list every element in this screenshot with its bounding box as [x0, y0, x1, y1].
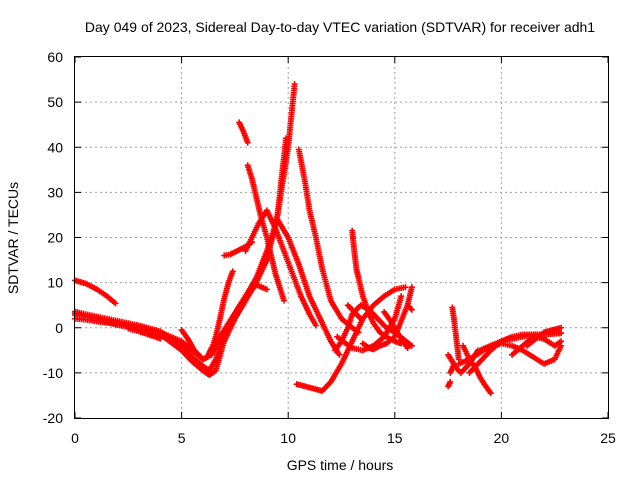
data-point [404, 345, 411, 352]
data-point [112, 300, 119, 307]
series-s22 [404, 302, 415, 313]
series-s11 [244, 162, 287, 304]
data-point [408, 284, 415, 291]
x-tick-label: 0 [71, 430, 79, 446]
y-tick-label: -20 [43, 410, 63, 426]
series-s26 [445, 378, 454, 390]
x-tick-label: 25 [600, 430, 616, 446]
data-point [447, 378, 454, 385]
y-tick-label: 10 [47, 275, 63, 291]
x-axis-label: GPS time / hours [287, 457, 394, 473]
series-s32 [523, 324, 565, 349]
y-axis-label: SDTVAR / TECUs [5, 182, 21, 294]
y-tick-label: 30 [47, 184, 63, 200]
data-point [357, 315, 364, 322]
grid [75, 57, 608, 418]
data-point [229, 268, 236, 275]
data-point [280, 297, 287, 304]
y-tick-label: -10 [43, 365, 63, 381]
data-point [244, 139, 251, 146]
data-point [157, 335, 164, 342]
y-tick-label: 0 [55, 320, 63, 336]
y-tick-label: 50 [47, 94, 63, 110]
plot-frame [74, 56, 609, 419]
data-point [402, 284, 409, 291]
series-s3 [72, 135, 290, 374]
data-point [291, 81, 298, 88]
x-tick-label: 20 [494, 430, 510, 446]
x-tick-label: 5 [178, 430, 186, 446]
series-s15 [293, 284, 409, 394]
data-point [487, 390, 494, 397]
data-points [72, 81, 565, 397]
data-point [263, 286, 270, 293]
series-s8 [208, 268, 236, 354]
chart-title: Day 049 of 2023, Sidereal Day-to-day VTE… [85, 19, 595, 35]
y-tick-label: 40 [47, 139, 63, 155]
series-s6 [125, 325, 164, 342]
series-s1 [72, 277, 119, 307]
data-point [398, 293, 405, 300]
data-point [558, 330, 565, 337]
series-s10 [236, 119, 251, 146]
series-s7 [178, 327, 215, 363]
data-point [312, 322, 319, 329]
series-s13 [253, 216, 343, 358]
data-point [336, 351, 343, 358]
tick-labels: 0 5 10 15 20 25 -20 -10 0 10 20 30 40 50 60 [43, 49, 616, 446]
x-tick-label: 10 [280, 430, 296, 446]
data-point [558, 338, 565, 345]
y-tick-label: 20 [47, 230, 63, 246]
series-s23 [449, 304, 462, 363]
series-s14 [295, 146, 362, 336]
series-s25 [447, 360, 458, 376]
data-point [408, 342, 415, 349]
x-tick-label: 15 [387, 430, 403, 446]
y-tick-label: 60 [47, 49, 63, 65]
series-s21 [381, 308, 411, 352]
data-point [408, 306, 415, 313]
data-point [558, 324, 565, 331]
